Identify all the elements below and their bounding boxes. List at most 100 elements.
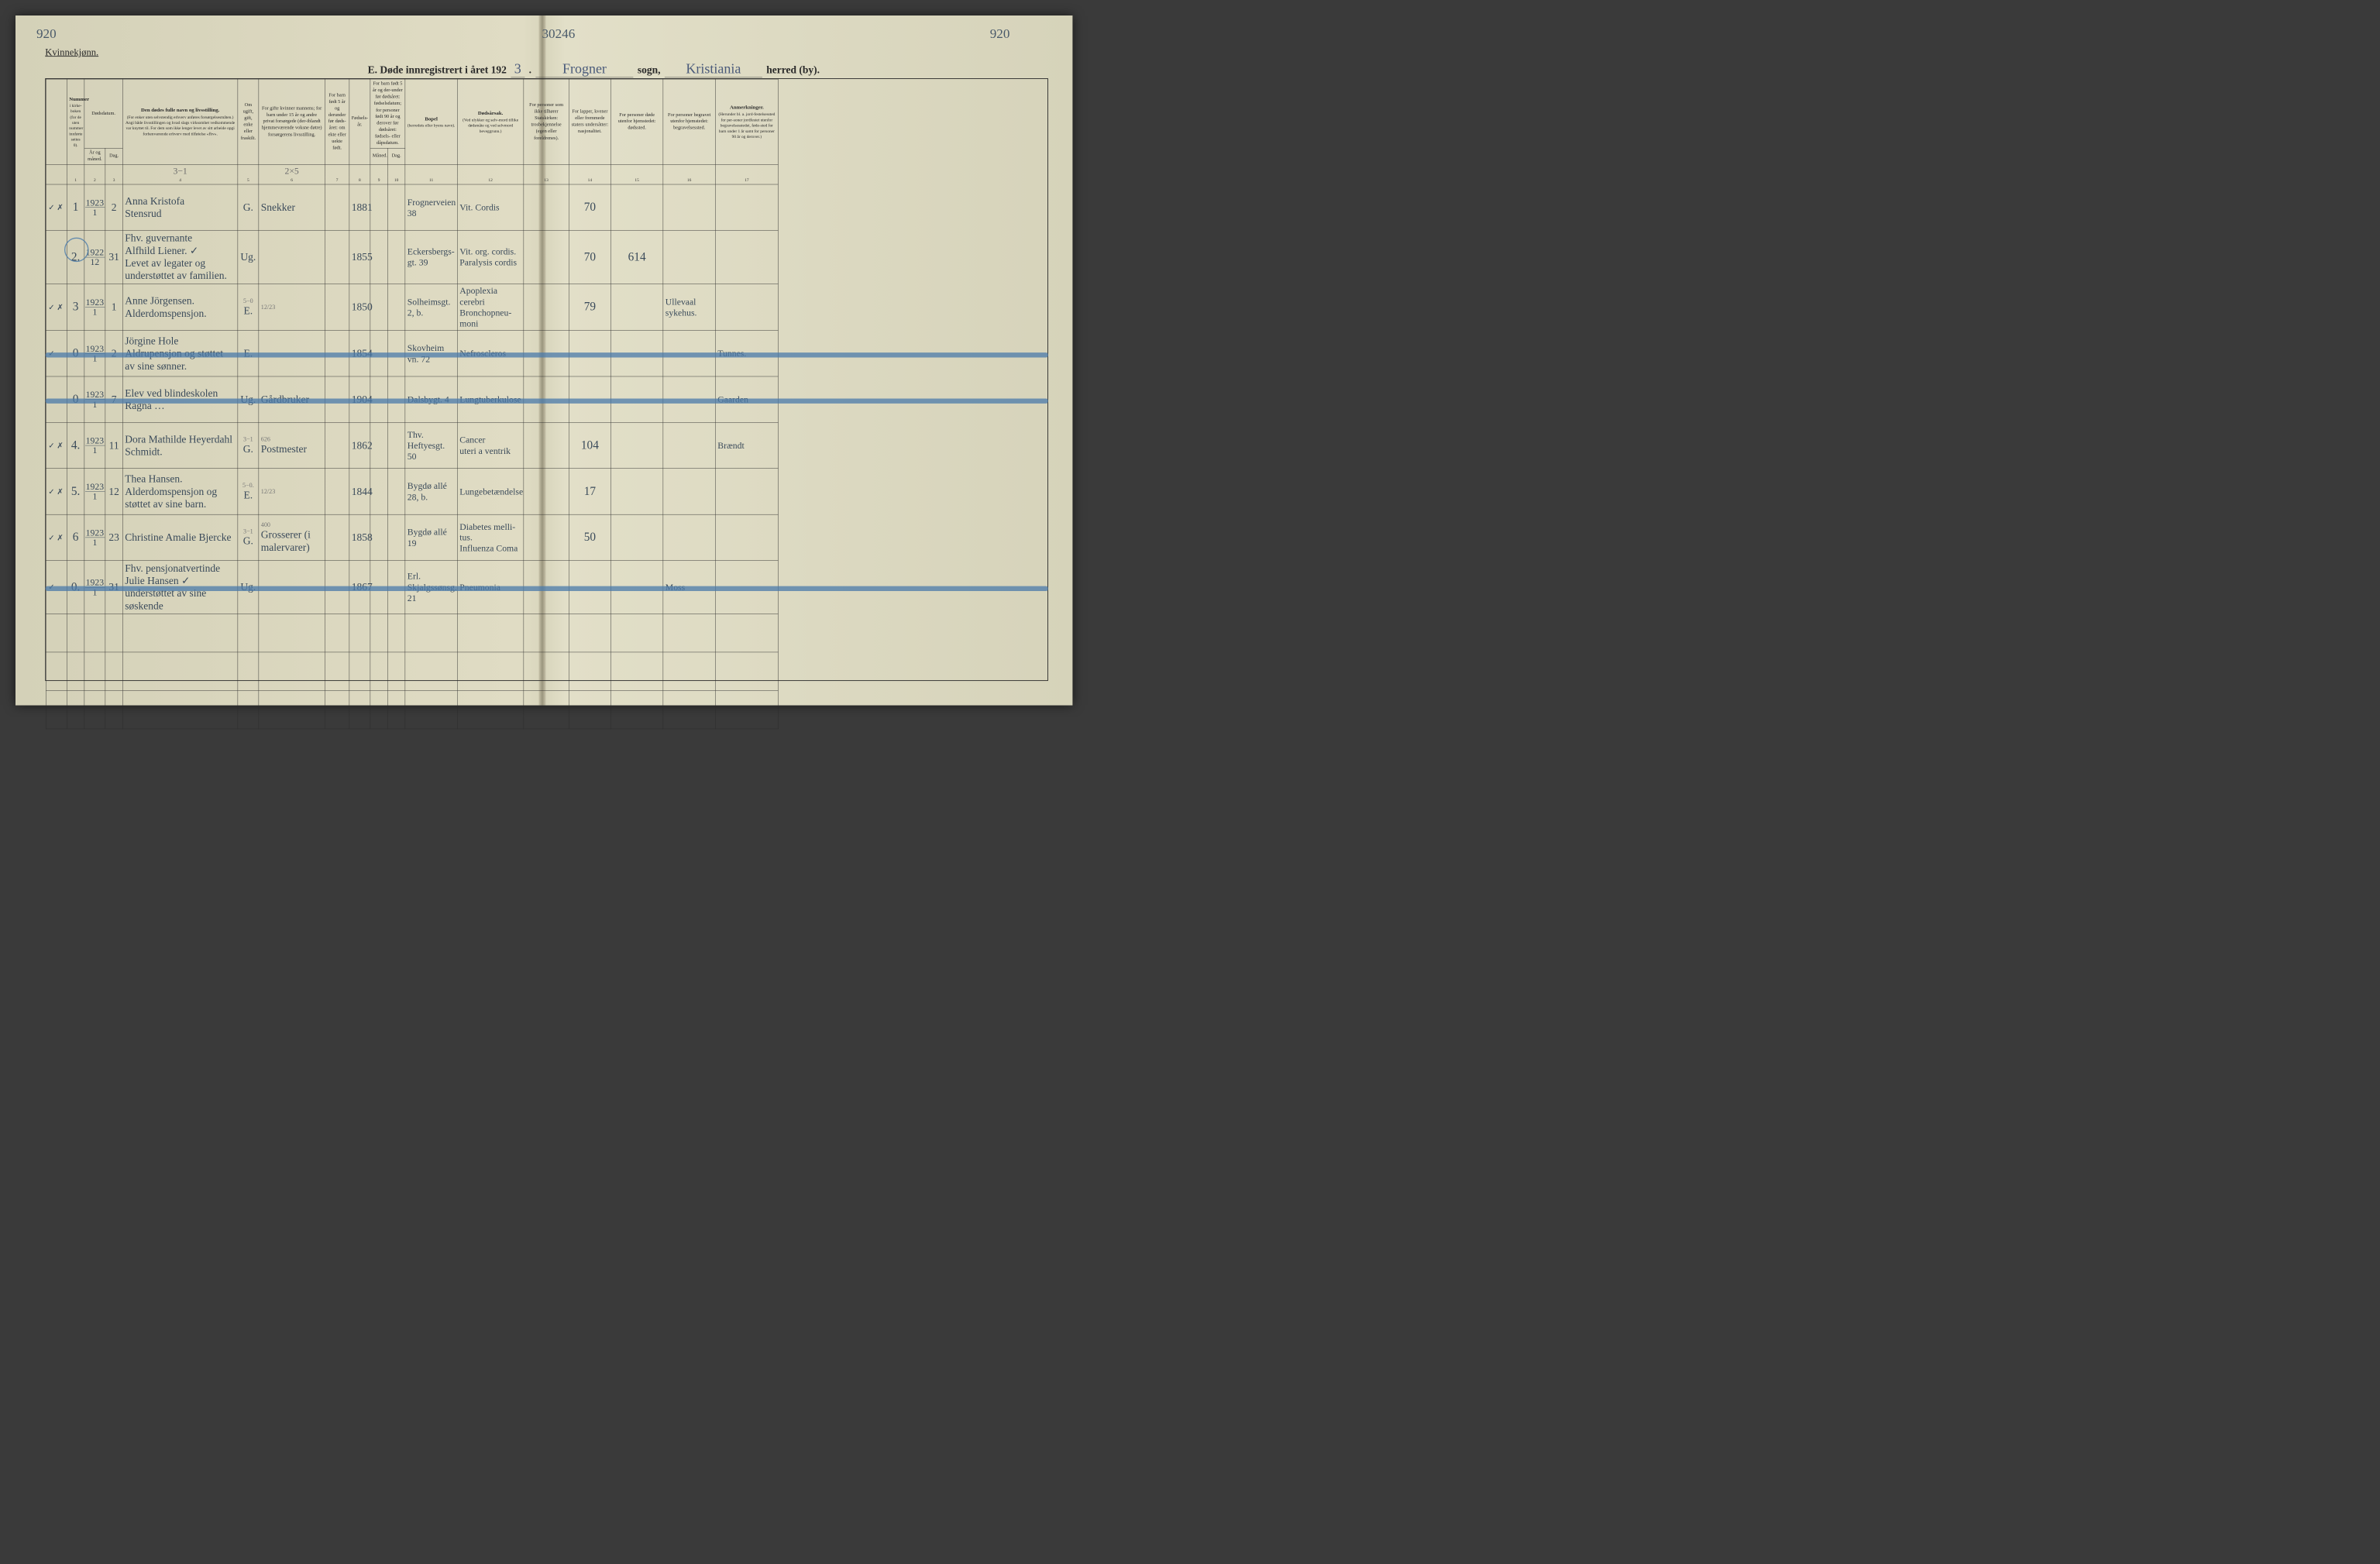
page-number-left-hw: 920 bbox=[36, 26, 57, 42]
residence-cell: Frognerveien 38 bbox=[405, 184, 458, 230]
empty-cell bbox=[405, 690, 458, 729]
death-place-cell bbox=[610, 284, 663, 330]
birth-year-cell: 1858 bbox=[349, 514, 370, 560]
tick-cell: ✓ ✗ bbox=[46, 514, 67, 560]
death-year-month-cell: 19231 bbox=[84, 514, 105, 560]
nationality-cell bbox=[569, 376, 610, 422]
name-cell: Anna KristofaStensrud bbox=[122, 184, 238, 230]
parish-hw: Frogner bbox=[535, 60, 633, 78]
remarks-cell bbox=[715, 184, 778, 230]
death-day-cell: 2 bbox=[105, 184, 123, 230]
provider-occupation-cell: 400Grosserer (i malervarer) bbox=[259, 514, 325, 560]
colnum-cell: 6 bbox=[259, 177, 325, 184]
civil-status-cell: 5−0.E. bbox=[238, 469, 259, 514]
empty-cell bbox=[405, 614, 458, 652]
colnum-cell: 2 bbox=[84, 177, 105, 184]
empty-cell bbox=[259, 614, 325, 652]
death-place-cell bbox=[610, 422, 663, 468]
empty-cell bbox=[569, 690, 610, 729]
remarks-cell bbox=[715, 469, 778, 514]
record-number-cell: 0. bbox=[67, 561, 84, 614]
civil-status-cell: E. bbox=[238, 331, 259, 376]
remarks-cell bbox=[715, 231, 778, 284]
death-year-month-cell: 19231 bbox=[84, 469, 105, 514]
residence-cell: Dalsbygt. 4 bbox=[405, 376, 458, 422]
remarks-cell: Tunnes. bbox=[715, 331, 778, 376]
birth-month-cell bbox=[370, 231, 388, 284]
district-label: herred (by). bbox=[766, 64, 820, 76]
cause-cell: Pneumonia bbox=[457, 561, 524, 614]
empty-cell bbox=[457, 690, 524, 729]
pencil-annotation-row: 3−12×5 bbox=[46, 164, 1047, 177]
death-year-month-cell: 19231 bbox=[84, 284, 105, 330]
nationality-cell: 17 bbox=[569, 469, 610, 514]
burial-place-cell bbox=[663, 422, 716, 468]
legitimacy-cell bbox=[325, 331, 349, 376]
tick-cell bbox=[46, 376, 67, 422]
col-death-year-month: År og måned. bbox=[84, 148, 105, 164]
empty-cell bbox=[349, 614, 370, 652]
colnum-cell: 8 bbox=[349, 177, 370, 184]
pencil-cell bbox=[67, 164, 84, 177]
empty-cell bbox=[46, 614, 67, 652]
top-margin-annotations: 920 30246 920 bbox=[36, 26, 1051, 47]
colnum-cell: 1 bbox=[67, 177, 84, 184]
birth-month-cell bbox=[370, 376, 388, 422]
name-cell: Elev ved blindeskolenRagna … bbox=[122, 376, 238, 422]
birth-year-cell: 1844 bbox=[349, 469, 370, 514]
death-place-cell bbox=[610, 514, 663, 560]
col-death-date-group: Dødsdatum. bbox=[84, 79, 123, 148]
provider-occupation-cell: 626Postmester bbox=[259, 422, 325, 468]
empty-cell bbox=[387, 690, 405, 729]
nationality-cell: 70 bbox=[569, 184, 610, 230]
confession-cell bbox=[524, 231, 569, 284]
empty-cell bbox=[238, 614, 259, 652]
confession-cell bbox=[524, 514, 569, 560]
table-row: ✓ ✗3192311Anne Jörgensen.Alderdomspensjo… bbox=[46, 284, 1047, 330]
name-cell: Anne Jörgensen.Alderdomspensjon. bbox=[122, 284, 238, 330]
title-year-hw: 3 bbox=[511, 60, 524, 78]
burial-place-cell bbox=[663, 514, 716, 560]
empty-cell bbox=[715, 690, 778, 729]
empty-cell bbox=[457, 652, 524, 691]
col-name-occupation: Den dødes fulle navn og livsstilling.(Fo… bbox=[122, 79, 238, 164]
empty-cell bbox=[122, 690, 238, 729]
residence-cell: Eckersbergs-gt. 39 bbox=[405, 231, 458, 284]
column-number-row: 1234567891011121314151617 bbox=[46, 177, 1047, 184]
death-year-month-cell: 19231 bbox=[84, 184, 105, 230]
birth-month-cell bbox=[370, 422, 388, 468]
col-legitimacy: For barn født 5 år og derunder før døds-… bbox=[325, 79, 349, 164]
legitimacy-cell bbox=[325, 422, 349, 468]
colnum-cell: 9 bbox=[370, 177, 388, 184]
death-year-month-cell: 192212 bbox=[84, 231, 105, 284]
nationality-cell: 79 bbox=[569, 284, 610, 330]
col-nationality: For lapper, kvener eller fremmede stater… bbox=[569, 79, 610, 164]
empty-cell bbox=[238, 652, 259, 691]
empty-cell bbox=[84, 690, 105, 729]
colnum-cell: 11 bbox=[405, 177, 458, 184]
empty-cell bbox=[715, 614, 778, 652]
table-row-empty bbox=[46, 652, 1047, 691]
death-day-cell: 7 bbox=[105, 376, 123, 422]
residence-cell: Solheimsgt. 2, b. bbox=[405, 284, 458, 330]
legitimacy-cell bbox=[325, 231, 349, 284]
birth-year-cell: 1854 bbox=[349, 331, 370, 376]
tick-cell bbox=[46, 231, 67, 284]
birth-year-cell: 1867 bbox=[349, 561, 370, 614]
remarks-cell bbox=[715, 514, 778, 560]
birth-month-cell bbox=[370, 469, 388, 514]
empty-cell bbox=[569, 614, 610, 652]
colnum-cell: 7 bbox=[325, 177, 349, 184]
civil-status-cell: 5−0E. bbox=[238, 284, 259, 330]
empty-cell bbox=[370, 690, 388, 729]
pencil-cell bbox=[84, 164, 105, 177]
confession-cell bbox=[524, 184, 569, 230]
civil-status-cell: G. bbox=[238, 184, 259, 230]
birth-day-cell bbox=[387, 284, 405, 330]
remarks-cell bbox=[715, 284, 778, 330]
empty-cell bbox=[105, 614, 123, 652]
confession-cell bbox=[524, 422, 569, 468]
birth-year-cell: 1862 bbox=[349, 422, 370, 468]
pencil-cell bbox=[370, 164, 388, 177]
ledger-table-wrap: Nummeri kirke- boken (for de uten nummer… bbox=[45, 78, 1048, 681]
